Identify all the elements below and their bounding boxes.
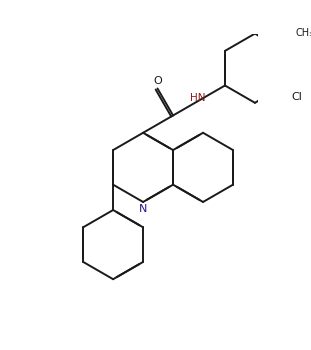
Text: HN: HN xyxy=(190,93,206,103)
Text: Cl: Cl xyxy=(292,92,303,102)
Text: O: O xyxy=(153,76,162,86)
Text: CH₃: CH₃ xyxy=(295,28,311,38)
Text: N: N xyxy=(139,204,147,215)
